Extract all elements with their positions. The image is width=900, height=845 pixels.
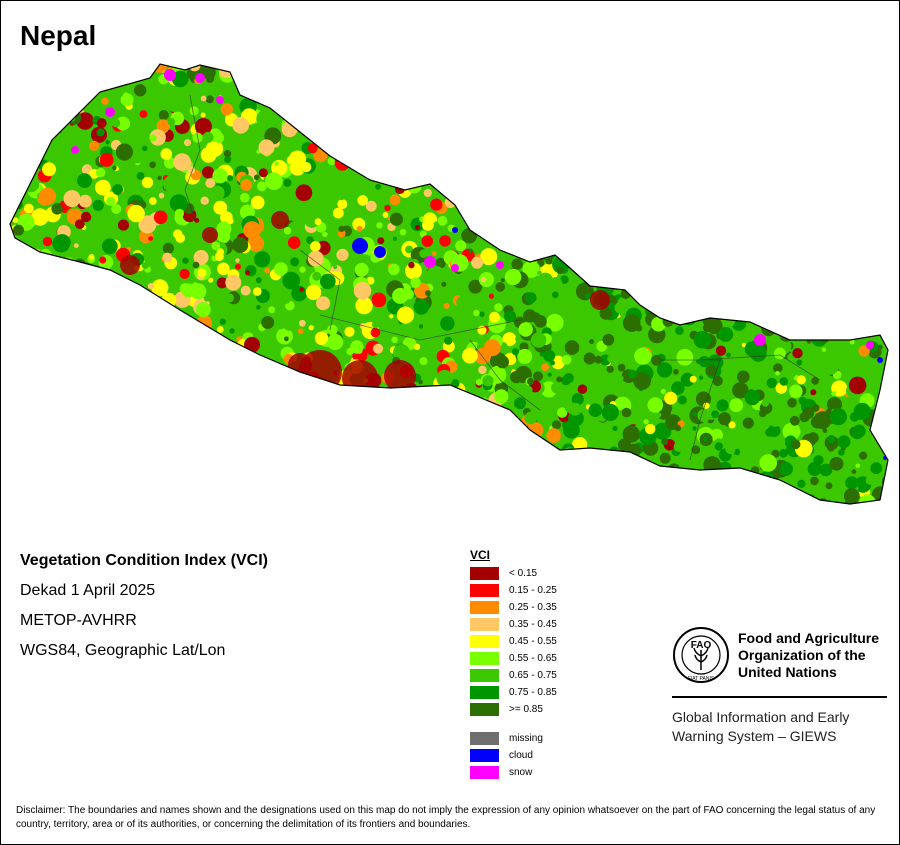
- map-legend: VCI < 0.15 0.15 - 0.25 0.25 - 0.35 0.35 - 0…: [470, 548, 557, 781]
- legend-class-item: 0.15 - 0.25: [470, 582, 557, 599]
- legend-class-item: 0.25 - 0.35: [470, 599, 557, 616]
- svg-text:FAO: FAO: [691, 640, 712, 651]
- legend-class-item: 0.35 - 0.45: [470, 616, 557, 633]
- index-name: Vegetation Condition Index (VCI): [20, 552, 268, 569]
- legend-swatch: [470, 703, 499, 716]
- legend-label: >= 0.85: [509, 704, 543, 715]
- legend-label: 0.75 - 0.85: [509, 687, 557, 698]
- org-name-line3: United Nations: [738, 664, 837, 680]
- legend-title: VCI: [470, 548, 491, 562]
- legend-swatch: [470, 766, 499, 779]
- system-line1: Global Information and Early: [672, 709, 850, 725]
- legend-class-item: 0.65 - 0.75: [470, 667, 557, 684]
- legend-other-classes: missing cloud snow: [470, 730, 557, 781]
- legend-swatch: [470, 567, 499, 580]
- legend-swatch: [470, 584, 499, 597]
- legend-other-item: cloud: [470, 747, 557, 764]
- legend-label: 0.45 - 0.55: [509, 636, 557, 647]
- province-boundaries: [184, 94, 821, 461]
- legend-swatch: [470, 635, 499, 648]
- legend-classes: < 0.15 0.15 - 0.25 0.25 - 0.35 0.35 - 0.45 0…: [470, 565, 557, 718]
- org-name-line1: Food and Agriculture: [738, 630, 880, 646]
- period-label: Dekad 1 April 2025: [20, 582, 156, 599]
- legend-swatch: [470, 669, 499, 682]
- legend-class-item: >= 0.85: [470, 701, 557, 718]
- legend-label: 0.15 - 0.25: [509, 585, 557, 596]
- legend-swatch: [470, 652, 499, 665]
- sensor-label: METOP-AVHRR: [20, 612, 137, 629]
- legend-label: 0.65 - 0.75: [509, 670, 557, 681]
- system-line2: Warning System – GIEWS: [672, 728, 837, 744]
- legend-label: missing: [509, 733, 543, 744]
- legend-swatch: [470, 749, 499, 762]
- legend-swatch: [470, 618, 499, 631]
- legend-swatch: [470, 732, 499, 745]
- legend-other-item: missing: [470, 730, 557, 747]
- legend-label: < 0.15: [509, 568, 538, 579]
- legend-swatch: [470, 686, 499, 699]
- system-name: Global Information and Early Warning Sys…: [672, 708, 892, 746]
- map-info: Vegetation Condition Index (VCI) Dekad 1…: [20, 552, 268, 672]
- vci-map: [9, 63, 889, 505]
- disclaimer: Disclaimer: The boundaries and names sho…: [16, 805, 876, 830]
- projection-label: WGS84, Geographic Lat/Lon: [20, 642, 226, 659]
- fao-logo-icon: FAO FIAT PANIS: [673, 627, 729, 683]
- legend-other-item: snow: [470, 764, 557, 781]
- organization-name: Food and Agriculture Organization of the…: [738, 630, 898, 681]
- legend-label: cloud: [509, 750, 533, 761]
- legend-label: snow: [509, 767, 533, 778]
- legend-swatch: [470, 601, 499, 614]
- legend-label: 0.35 - 0.45: [509, 619, 557, 630]
- legend-class-item: 0.45 - 0.55: [470, 633, 557, 650]
- divider: [672, 696, 887, 698]
- legend-class-item: 0.75 - 0.85: [470, 684, 557, 701]
- legend-class-item: 0.55 - 0.65: [470, 650, 557, 667]
- org-name-line2: Organization of the: [738, 647, 866, 663]
- legend-class-item: < 0.15: [470, 565, 557, 582]
- legend-label: 0.55 - 0.65: [509, 653, 557, 664]
- svg-text:FIAT PANIS: FIAT PANIS: [688, 676, 715, 682]
- legend-label: 0.25 - 0.35: [509, 602, 557, 613]
- map-title: Nepal: [20, 20, 97, 51]
